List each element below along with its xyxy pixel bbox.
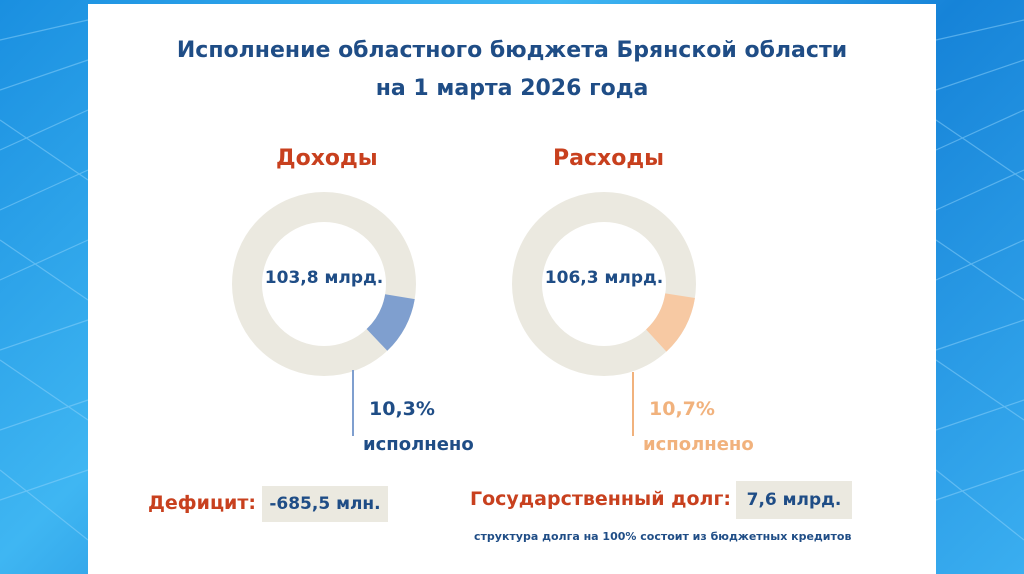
revenue-executed-label: исполнено (363, 434, 474, 455)
expense-executed-label: исполнено (643, 434, 754, 455)
debt-note: структура долга на 100% состоит из бюдже… (474, 530, 852, 543)
title-line-2: на 1 марта 2026 года (375, 76, 649, 101)
title-line-1: Исполнение областного бюджета Брянской о… (176, 38, 848, 63)
debt-label: Государственный долг: (470, 488, 731, 510)
expense-leader-line (632, 372, 634, 436)
expense-amount: 106,3 млрд. (544, 268, 664, 288)
revenue-percent: 10,3% (369, 398, 435, 420)
expense-percent: 10,7% (649, 398, 715, 420)
revenue-title: Доходы (276, 146, 378, 171)
revenue-slice-executed (366, 294, 415, 351)
revenue-slice-remaining (232, 192, 416, 376)
deficit-label: Дефицит: (148, 492, 256, 514)
expense-donut-chart (512, 192, 696, 376)
revenue-donut-chart (232, 192, 416, 376)
expense-slice-executed (646, 293, 695, 352)
expense-title: Расходы (553, 146, 664, 171)
revenue-leader-line (352, 370, 354, 436)
content-card: Исполнение областного бюджета Брянской о… (88, 4, 936, 574)
expense-slice-remaining (512, 192, 696, 376)
deficit-value: -685,5 млн. (262, 486, 388, 522)
revenue-amount: 103,8 млрд. (264, 268, 384, 288)
debt-value: 7,6 млрд. (736, 481, 852, 519)
